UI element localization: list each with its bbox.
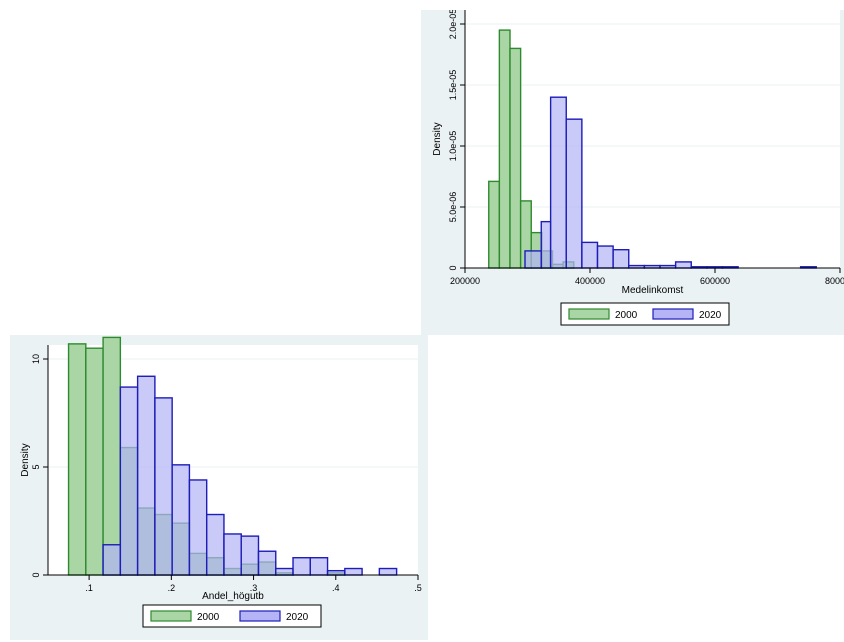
legend-label-2020: 2020 [286,612,309,623]
y-tick-label-3: 1.5e-05 [448,70,458,101]
y-tick-label-2: 1.0e-05 [448,131,458,162]
bar-2000-1 [85,347,104,576]
x-tick-label-1: .2 [168,583,176,593]
x-tick-label-2: .3 [250,583,258,593]
legend-swatch-2000 [150,610,192,622]
x-tick-label-1: 400000 [575,276,605,286]
y-tick-label-0: 0 [448,265,458,270]
bar-2020-0 [102,544,122,576]
bar-2020-2 [136,375,156,576]
education-histogram-panel: 0 5 10 .1 .2 .3 .4 .5 Andel_högutb Density 2000 202… [10,335,428,640]
bar-2020-7 [223,533,242,576]
bar-2020-10 [674,261,692,269]
y-tick-label-4: 2.0e-05 [448,10,458,39]
y-tick-label-1: 5.0e-06 [448,192,458,223]
x-tick-label-0: .1 [85,583,93,593]
bar-2020-6 [205,513,225,576]
legend-label-2000: 2000 [197,612,220,623]
bar-2000-1 [498,29,511,269]
bar-2020-8 [240,535,260,576]
legend-swatch-2020 [239,610,281,622]
bar-2020-9 [257,550,277,576]
x-tick-label-3: .4 [332,583,340,593]
y-tick-label-0: 0 [31,572,41,577]
bar-2020-11 [292,557,311,576]
bar-2020-6 [612,248,630,269]
y-axis-title: Density [20,443,31,476]
bar-2020-3 [154,397,173,576]
bar-2020-14 [344,567,363,576]
bar-2000-2 [102,336,122,576]
bar-2020-5 [188,479,208,576]
bar-2020-1 [119,386,139,576]
bar-2020-1 [540,220,552,269]
legend-label-2000: 2000 [615,310,638,321]
bar-2020-2 [549,96,567,269]
y-tick-label-2: 10 [31,354,41,364]
x-axis-title: Andel_högutb [202,591,264,602]
legend-swatch-2020 [652,308,694,320]
bar-2020-4 [581,241,599,269]
bar-2000-0 [488,180,501,269]
legend-swatch-2000 [568,308,610,320]
income-histogram-chart: 0 5.0e-06 1.0e-05 1.5e-05 2.0e-05 200000 40000… [432,10,844,326]
y-axis-title: Density [432,122,443,155]
y-tick-label-1: 5 [31,464,41,469]
legend-label-2020: 2020 [699,310,722,321]
bar-2020-0 [524,250,542,269]
bar-2020-10 [275,567,294,576]
bar-2020-4 [171,464,191,576]
bar-2020-12 [309,557,329,576]
x-axis-title: Medelinkomst [622,285,684,296]
income-histogram-panel: 0 5.0e-06 1.0e-05 1.5e-05 2.0e-05 200000 40000… [421,10,844,335]
bar-2020-13 [326,569,346,576]
education-histogram-chart: 0 5 10 .1 .2 .3 .4 .5 Andel_högutb Density 2000 202… [20,336,422,628]
x-tick-label-4: .5 [414,583,422,593]
bar-2020-5 [596,245,614,269]
bar-2020-3 [565,118,583,269]
bar-2000-2 [509,47,522,269]
bar-2020-15 [378,567,398,576]
x-tick-label-0: 200000 [450,276,480,286]
bar-2000-0 [67,343,87,576]
x-tick-label-2: 600000 [700,276,730,286]
x-tick-label-3: 800000 [825,276,844,286]
